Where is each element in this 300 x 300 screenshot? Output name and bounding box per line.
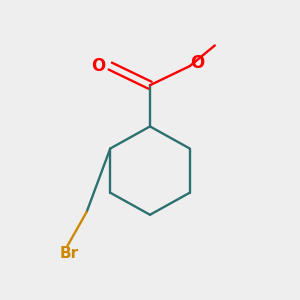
Text: O: O xyxy=(190,54,204,72)
Text: O: O xyxy=(91,57,106,75)
Text: Br: Br xyxy=(59,246,79,261)
